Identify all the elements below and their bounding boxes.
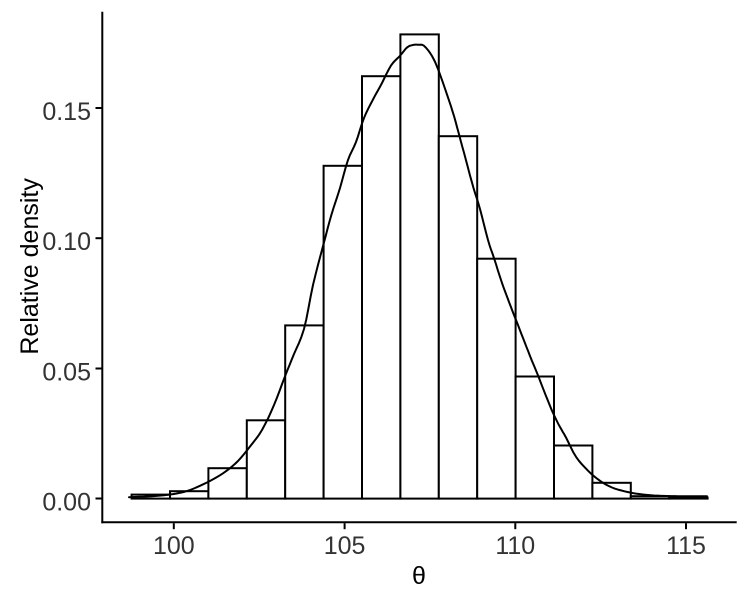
svg-text:Relative density: Relative density xyxy=(16,178,44,355)
svg-text:θ: θ xyxy=(412,562,426,590)
svg-text:105: 105 xyxy=(324,532,366,560)
svg-text:115: 115 xyxy=(666,532,706,560)
svg-text:0.00: 0.00 xyxy=(42,489,91,517)
svg-text:0.10: 0.10 xyxy=(42,228,91,256)
svg-text:110: 110 xyxy=(495,532,535,560)
svg-text:0.05: 0.05 xyxy=(42,359,91,387)
svg-text:100: 100 xyxy=(153,532,195,560)
svg-text:0.15: 0.15 xyxy=(42,98,91,126)
